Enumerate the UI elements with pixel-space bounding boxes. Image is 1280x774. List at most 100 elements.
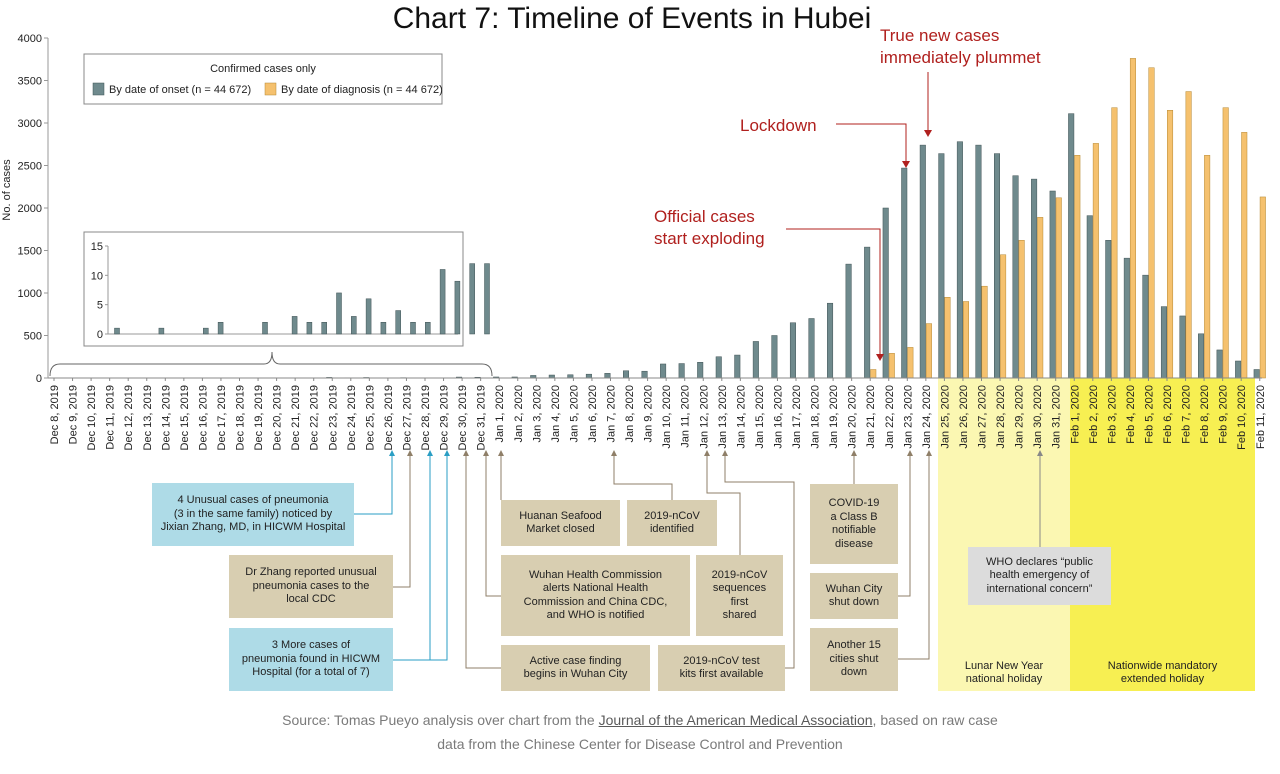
source-line-2: data from the Chinese Center for Disease… [200, 732, 1080, 756]
inset-onset-bar [381, 322, 386, 334]
x-tick-label: Dec 30, 2019 [457, 385, 469, 450]
connector-e3a [393, 456, 430, 660]
x-tick-label: Jan 16, 2020 [772, 385, 784, 449]
onset-bar [772, 336, 778, 379]
onset-bar [809, 319, 815, 379]
onset-bar [623, 371, 629, 378]
x-tick-label: Feb 10, 2020 [1236, 385, 1248, 450]
lunar-holiday-label: Lunar New Year national holiday [938, 656, 1070, 690]
x-tick-label: Jan 22, 2020 [884, 385, 896, 449]
onset-bar [1161, 307, 1167, 378]
x-tick-label: Dec 11, 2019 [105, 385, 117, 450]
onset-bar [1198, 334, 1204, 378]
inset-y-tick-label: 5 [97, 300, 103, 312]
diagnosis-bar [1019, 240, 1025, 378]
onset-bar [642, 371, 648, 378]
chart-title: Chart 7: Timeline of Events in Hubei [393, 2, 872, 35]
diagnosis-bar [982, 286, 988, 378]
diagnosis-bar [1260, 197, 1266, 378]
x-tick-label: Dec 21, 2019 [290, 385, 302, 450]
inset-frame [84, 232, 463, 346]
x-tick-label: Feb 6, 2020 [1162, 385, 1174, 444]
x-tick-label: Jan 28, 2020 [995, 385, 1007, 449]
connector-e1 [354, 456, 392, 514]
x-tick-label: Dec 14, 2019 [160, 385, 172, 450]
onset-bar [939, 154, 945, 378]
event-cities-shutdown-box: Another 15 cities shut down [810, 628, 898, 691]
x-tick-label: Jan 25, 2020 [939, 385, 951, 449]
source-prefix: Source: Tomas Pueyo analysis over chart … [282, 712, 598, 728]
x-tick-label: Jan 15, 2020 [754, 385, 766, 449]
onset-bar [716, 357, 722, 378]
x-tick-label: Jan 9, 2020 [643, 385, 655, 443]
legend-frame [84, 54, 442, 104]
arrowhead-e11 [907, 450, 913, 456]
x-tick-label: Dec 10, 2019 [86, 385, 98, 450]
onset-bar [586, 374, 592, 378]
lockdown-annotation: Lockdown [740, 116, 817, 135]
onset-bar [1217, 350, 1223, 378]
x-tick-label: Dec 13, 2019 [142, 385, 154, 450]
y-tick-label: 4000 [18, 33, 42, 45]
x-tick-label: Feb 7, 2020 [1181, 385, 1193, 444]
onset-bar [1143, 275, 1149, 378]
onset-bar [1050, 191, 1056, 378]
connector-e5 [614, 456, 672, 500]
arrowhead-e5 [611, 450, 617, 456]
onset-bar [846, 264, 852, 378]
x-tick-label: Dec 25, 2019 [364, 385, 376, 450]
event-more-cases-box: 3 More cases of pneumonia found in HICWM… [229, 628, 393, 691]
x-tick-label: Jan 29, 2020 [1014, 385, 1026, 449]
x-tick-label: Dec 20, 2019 [272, 385, 284, 450]
source-jama-link[interactable]: Journal of the American Medical Associat… [599, 712, 873, 728]
onset-bar [679, 364, 685, 378]
diagnosis-bar [1093, 143, 1099, 378]
y-tick-label: 0 [36, 373, 42, 385]
x-tick-label: Dec 31, 2019 [476, 385, 488, 450]
diagnosis-bar [871, 370, 877, 379]
x-tick-label: Dec 29, 2019 [439, 385, 451, 450]
onset-bar [735, 355, 741, 378]
y-tick-label: 3000 [18, 118, 42, 130]
connector-e12 [898, 456, 929, 659]
legend-label-diagnosis: By date of diagnosis (n = 44 672) [281, 84, 443, 96]
diagnosis-bar [1242, 132, 1248, 378]
onset-bar [902, 168, 908, 378]
diagnosis-bar [1000, 255, 1006, 378]
event-who-notified-box: Wuhan Health Commission alerts National … [501, 555, 690, 636]
diagnosis-bar [963, 302, 969, 379]
y-tick-label: 2000 [18, 203, 42, 215]
diagnosis-bar [889, 353, 895, 378]
onset-bar [753, 341, 759, 378]
onset-bar [1031, 179, 1037, 378]
x-tick-label: Jan 26, 2020 [958, 385, 970, 449]
diagnosis-bar [1186, 92, 1192, 378]
event-ncov-identified-box: 2019-nCoV identified [627, 500, 717, 546]
onset-bar [660, 364, 666, 378]
y-tick-label: 500 [24, 331, 42, 343]
legend-swatch-diagnosis [265, 83, 276, 95]
diagnosis-bar [1037, 217, 1043, 378]
inset-onset-bar [292, 316, 297, 334]
diagnosis-bar [908, 347, 914, 378]
x-tick-label: Jan 12, 2020 [698, 385, 710, 449]
inset-onset-bar [322, 322, 327, 334]
event-zhang-reported-cdc-box: Dr Zhang reported unusual pneumonia case… [229, 555, 393, 618]
diagnosis-bar [1223, 108, 1229, 378]
onset-bar [994, 154, 1000, 378]
x-tick-label: Jan 24, 2020 [921, 385, 933, 449]
x-tick-label: Feb 2, 2020 [1088, 385, 1100, 444]
inset-onset-bar [337, 293, 342, 334]
x-tick-label: Dec 19, 2019 [253, 385, 265, 450]
x-tick-label: Dec 17, 2019 [216, 385, 228, 450]
x-tick-label: Jan 10, 2020 [661, 385, 673, 449]
onset-bar [1068, 114, 1074, 378]
inset-onset-bar [485, 264, 490, 334]
x-tick-label: Jan 20, 2020 [847, 385, 859, 449]
inset-onset-bar [366, 299, 371, 334]
inset-y-tick-label: 0 [97, 329, 103, 341]
lockdown-arrow-line [836, 124, 906, 162]
y-tick-label: 3500 [18, 76, 42, 88]
x-tick-label: Feb 5, 2020 [1143, 385, 1155, 444]
x-tick-label: Jan 5, 2020 [568, 385, 580, 443]
